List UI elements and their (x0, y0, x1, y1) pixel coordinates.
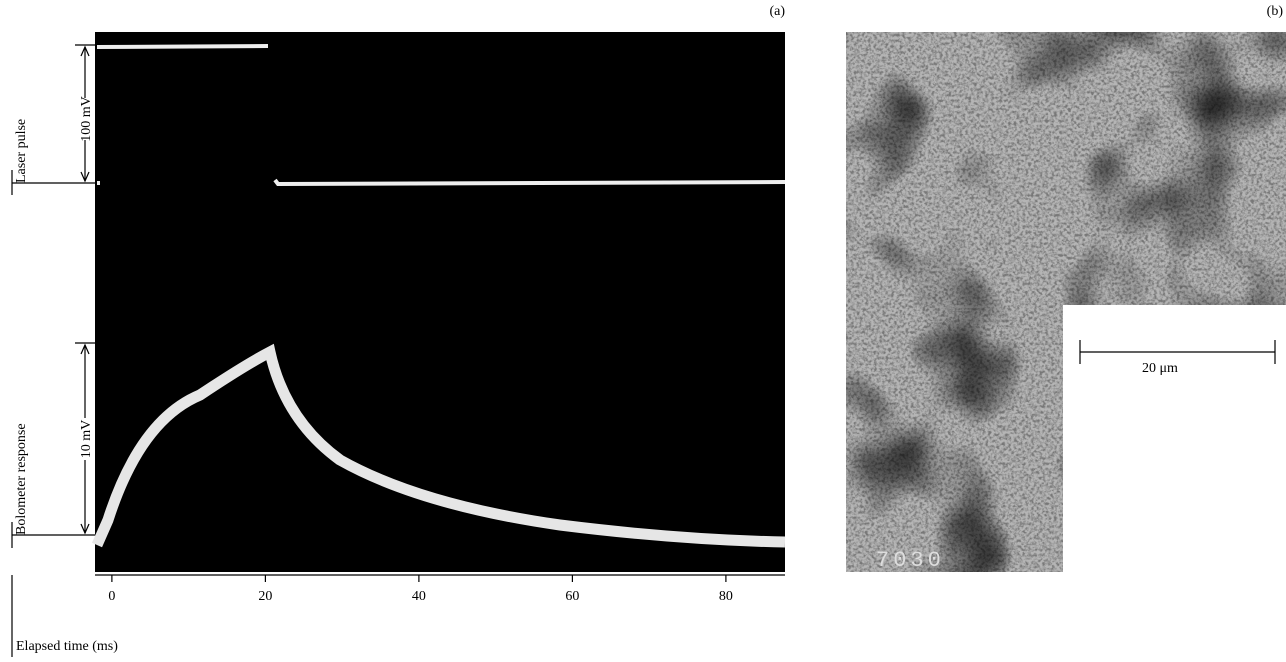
x-axis-title: Elapsed time (ms) (16, 639, 118, 654)
bolometer-trace (91, 343, 786, 548)
scale-bar (1079, 340, 1276, 364)
oscilloscope-screen (95, 32, 785, 572)
bolometer-label: Bolometer response (14, 423, 29, 535)
x-axis: 0 20 40 60 80 (95, 574, 785, 604)
annotation-lines (11, 44, 95, 657)
sem-bottom (846, 572, 1286, 657)
x-tick-label: 0 (108, 589, 115, 604)
sem-code: 7030 (876, 548, 945, 573)
laser-label: Laser pulse (14, 119, 29, 183)
scale-bar-label: 20 μm (1142, 361, 1178, 376)
laser-scale: 100 mV (79, 96, 94, 142)
x-tick-label: 40 (412, 589, 426, 604)
x-tick-label: 60 (565, 589, 579, 604)
x-tick-label: 80 (719, 589, 733, 604)
laser-trace (96, 44, 786, 187)
x-tick-label: 20 (258, 589, 272, 604)
sem-shadow (846, 32, 1286, 572)
panel-label: (a) (769, 4, 785, 19)
panel-label: (b) (1267, 4, 1284, 19)
bolometer-scale: 10 mV (79, 420, 94, 459)
sem-cutout (1063, 305, 1286, 572)
